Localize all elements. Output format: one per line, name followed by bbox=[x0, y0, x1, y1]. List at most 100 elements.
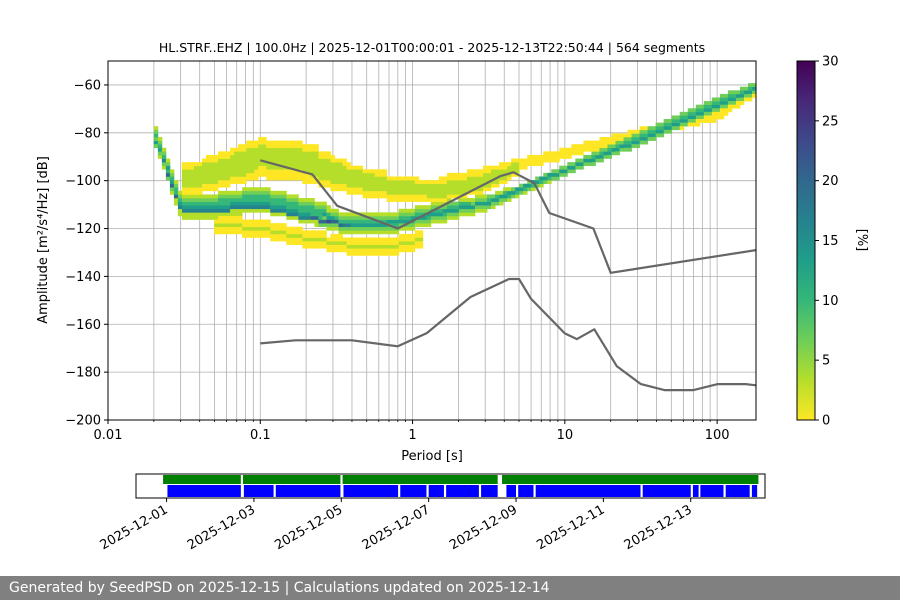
density-cell bbox=[430, 198, 436, 202]
density-cell bbox=[406, 212, 412, 217]
density-cell bbox=[322, 208, 327, 213]
density-cell bbox=[286, 237, 291, 242]
density-cell bbox=[495, 201, 500, 206]
density-cell bbox=[306, 176, 311, 181]
density-cell bbox=[286, 205, 291, 210]
density-cell bbox=[322, 151, 327, 156]
density-cell bbox=[189, 194, 195, 199]
density-cell bbox=[274, 190, 279, 195]
density-cell bbox=[487, 198, 492, 202]
density-cell bbox=[254, 190, 259, 195]
density-cell bbox=[442, 208, 448, 213]
density-cell bbox=[230, 212, 235, 217]
density-cell bbox=[226, 165, 231, 170]
density-cell bbox=[719, 115, 725, 120]
density-cell bbox=[189, 183, 195, 188]
new-low-noise-model-line bbox=[260, 277, 756, 392]
density-cell bbox=[326, 162, 331, 167]
density-cell bbox=[181, 183, 187, 188]
density-cell bbox=[715, 101, 721, 105]
density-cell bbox=[434, 201, 440, 206]
density-cell bbox=[470, 205, 476, 210]
density-cell bbox=[266, 144, 271, 149]
density-cell bbox=[515, 162, 520, 167]
density-cell bbox=[595, 154, 600, 159]
timeline-date-label: 2025-12-07 bbox=[360, 502, 433, 553]
density-cell bbox=[426, 223, 432, 228]
density-cell bbox=[474, 194, 480, 199]
density-cell bbox=[218, 158, 223, 163]
density-cell bbox=[479, 187, 484, 192]
density-cell bbox=[527, 183, 532, 188]
density-cell bbox=[294, 140, 299, 145]
density-cell bbox=[611, 140, 616, 145]
density-cell bbox=[298, 147, 303, 152]
density-cell bbox=[214, 208, 219, 213]
density-cell bbox=[651, 126, 657, 131]
density-cell bbox=[507, 169, 512, 174]
density-cell bbox=[238, 223, 243, 228]
density-cell bbox=[547, 158, 552, 163]
density-cell bbox=[206, 158, 211, 163]
density-cell bbox=[342, 230, 347, 235]
density-cell bbox=[298, 201, 303, 206]
density-cell bbox=[366, 248, 372, 253]
available-data-span bbox=[243, 475, 341, 484]
density-cell bbox=[398, 215, 404, 220]
density-cell bbox=[258, 208, 263, 213]
density-cell bbox=[703, 101, 709, 105]
density-cell bbox=[306, 172, 311, 177]
density-cell bbox=[418, 205, 424, 210]
density-cell bbox=[197, 208, 203, 213]
density-cell bbox=[414, 230, 420, 235]
density-cell bbox=[358, 230, 363, 235]
density-cell bbox=[414, 208, 420, 213]
density-cell bbox=[418, 183, 424, 188]
density-cell bbox=[294, 172, 299, 177]
density-cell bbox=[474, 169, 480, 174]
density-cell bbox=[703, 119, 709, 123]
density-cell bbox=[310, 158, 315, 163]
density-cell bbox=[390, 194, 396, 199]
density-cell bbox=[394, 198, 400, 202]
density-cell bbox=[326, 241, 331, 245]
density-cell bbox=[270, 190, 275, 195]
density-cell bbox=[430, 187, 436, 192]
density-cell bbox=[202, 205, 207, 210]
available-data-spans bbox=[163, 475, 759, 484]
density-cell bbox=[382, 223, 388, 228]
density-cell bbox=[318, 158, 323, 163]
density-cell bbox=[358, 215, 363, 220]
density-cell bbox=[587, 140, 592, 145]
density-cell bbox=[330, 183, 335, 188]
density-cell bbox=[499, 190, 504, 195]
density-cell bbox=[165, 165, 171, 170]
density-cell bbox=[282, 144, 287, 149]
density-cell bbox=[547, 176, 552, 181]
density-cell bbox=[462, 190, 468, 195]
density-cell bbox=[422, 205, 428, 210]
density-cell bbox=[238, 165, 243, 170]
density-cell bbox=[302, 244, 307, 249]
y-tick-label: −180 bbox=[65, 366, 101, 381]
density-cell bbox=[466, 208, 472, 213]
density-cell bbox=[250, 187, 255, 192]
density-cell bbox=[462, 180, 468, 184]
density-cell bbox=[165, 172, 171, 177]
density-cell bbox=[711, 104, 717, 109]
density-cell bbox=[450, 176, 456, 181]
density-cell bbox=[334, 169, 339, 174]
density-cell bbox=[442, 215, 448, 220]
density-cell bbox=[410, 176, 416, 181]
density-cell bbox=[222, 183, 227, 188]
density-cell bbox=[254, 154, 259, 159]
density-cell bbox=[511, 187, 516, 192]
density-cell bbox=[454, 208, 460, 213]
density-cell bbox=[298, 151, 303, 156]
density-cell bbox=[691, 119, 697, 123]
density-cell bbox=[202, 187, 207, 192]
density-cell bbox=[679, 119, 685, 123]
density-cell bbox=[563, 165, 568, 170]
density-cell bbox=[298, 219, 303, 224]
density-cell bbox=[298, 212, 303, 217]
